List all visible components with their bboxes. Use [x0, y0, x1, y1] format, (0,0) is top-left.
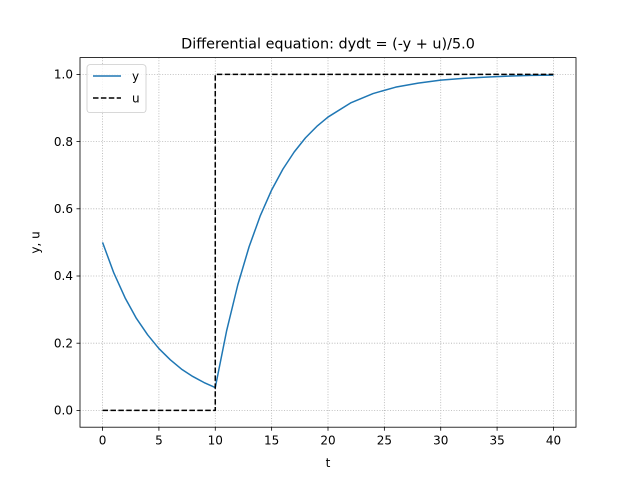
y-tick-label: 0.4 — [54, 269, 73, 283]
y-axis-label: y, u — [29, 231, 43, 253]
x-tick-label: 0 — [99, 434, 107, 448]
y-ticks: 0.0 0.2 0.4 0.6 0.8 1.0 — [54, 68, 80, 418]
x-tick-label: 10 — [208, 434, 223, 448]
x-axis-label: t — [326, 456, 331, 470]
legend-label-y: y — [132, 70, 139, 84]
plot-area — [80, 57, 576, 428]
legend: y u — [86, 64, 147, 113]
legend-label-u: u — [132, 92, 140, 106]
x-tick-label: 25 — [377, 434, 392, 448]
x-tick-label: 40 — [546, 434, 561, 448]
series-layer — [101, 73, 554, 412]
y-tick-label: 0.8 — [54, 135, 73, 149]
y-tick-label: 1.0 — [54, 68, 73, 82]
y-tick-label: 0.0 — [54, 404, 73, 418]
x-tick-label: 30 — [433, 434, 448, 448]
x-tick-label: 5 — [155, 434, 163, 448]
chart-title: Differential equation: dydt = (-y + u)/5… — [181, 37, 475, 53]
y-tick-label: 0.6 — [54, 202, 73, 216]
x-tick-label: 20 — [320, 434, 335, 448]
x-ticks: 0 5 10 15 20 25 30 35 40 — [99, 427, 561, 448]
series-line-y — [101, 74, 554, 389]
x-tick-label: 15 — [264, 434, 279, 448]
y-tick-label: 0.2 — [54, 336, 73, 350]
series-line-u — [102, 73, 554, 412]
x-tick-label: 35 — [489, 434, 504, 448]
